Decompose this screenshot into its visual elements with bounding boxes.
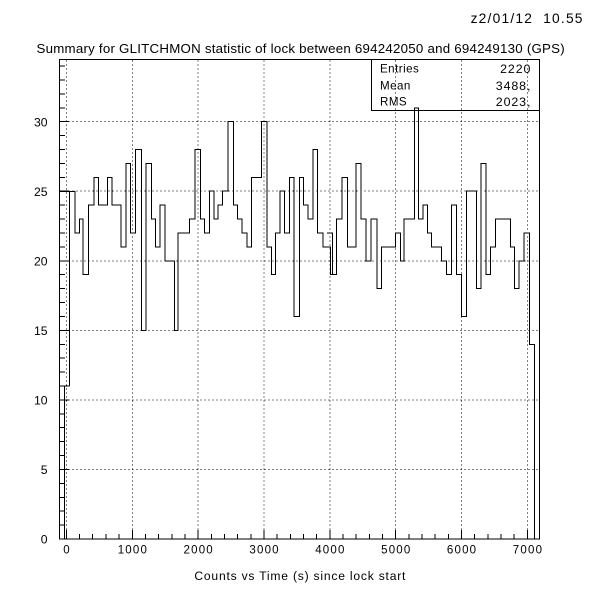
svg-text:25: 25: [34, 185, 48, 199]
svg-text:1000: 1000: [118, 545, 148, 557]
svg-text:30: 30: [34, 115, 48, 129]
svg-text:4000: 4000: [315, 545, 345, 557]
svg-text:6000: 6000: [447, 545, 477, 557]
svg-text:Summary for GLITCHMON statisti: Summary for GLITCHMON statistic of lock …: [37, 41, 565, 56]
svg-text:RMS: RMS: [380, 96, 407, 109]
svg-text:0: 0: [63, 545, 71, 557]
svg-text:2220: 2220: [500, 62, 531, 76]
svg-text:Mean: Mean: [380, 80, 411, 93]
svg-text:2023,: 2023,: [496, 95, 532, 109]
svg-text:5: 5: [41, 463, 48, 477]
svg-text:Counts vs Time (s) since lock: Counts vs Time (s) since lock start: [194, 569, 406, 583]
svg-text:3000: 3000: [249, 545, 279, 557]
svg-text:z2/01/12 10.55: z2/01/12 10.55: [471, 11, 584, 26]
svg-text:10: 10: [34, 394, 48, 408]
svg-text:20: 20: [34, 255, 48, 269]
svg-text:0: 0: [41, 533, 48, 547]
svg-text:7000: 7000: [513, 545, 543, 557]
svg-text:Entries: Entries: [380, 63, 419, 76]
svg-text:3488,: 3488,: [496, 79, 532, 93]
svg-text:15: 15: [34, 324, 48, 338]
svg-text:2000: 2000: [184, 545, 214, 557]
svg-text:5000: 5000: [381, 545, 411, 557]
